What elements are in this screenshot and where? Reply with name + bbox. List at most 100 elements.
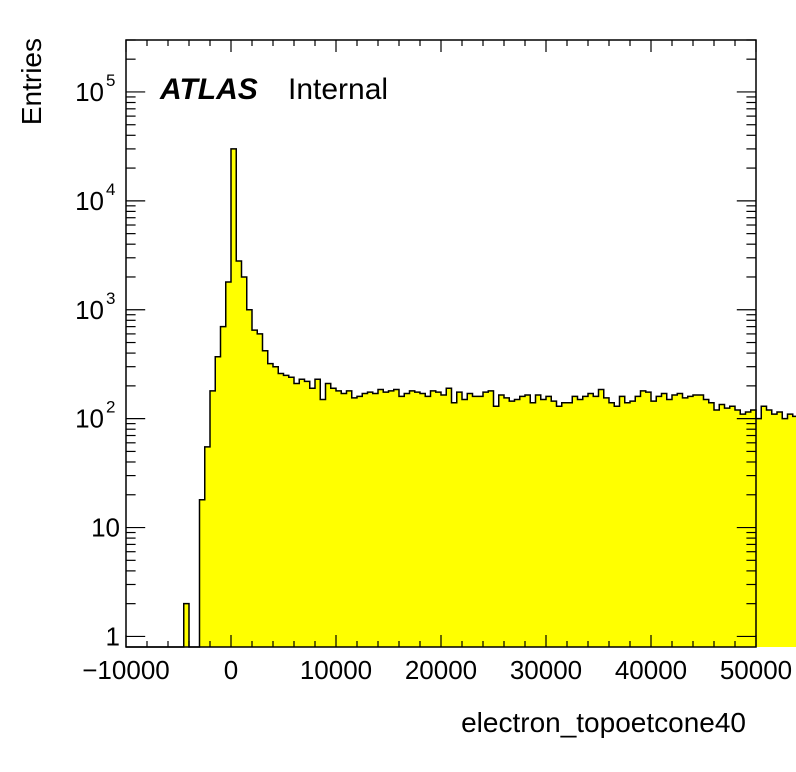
- histogram-bar: [451, 402, 458, 647]
- histogram-bar: [687, 396, 694, 647]
- y-tick-label: 10 2: [75, 398, 115, 434]
- histogram-bar: [761, 406, 767, 647]
- histogram-bar: [456, 392, 463, 647]
- histogram-bar: [483, 392, 489, 647]
- histogram-bar: [231, 148, 237, 647]
- y-tick-exponent: 5: [106, 71, 115, 90]
- histogram-bar: [430, 390, 437, 647]
- histogram-bar: [519, 396, 526, 647]
- y-tick-exponent: 4: [106, 180, 115, 199]
- histogram-bar: [724, 408, 731, 647]
- histogram-bar: [603, 397, 610, 647]
- y-tick-label: 1: [106, 621, 120, 651]
- histogram-bar: [525, 394, 531, 647]
- histogram-bar: [351, 397, 358, 647]
- histogram-bar: [325, 383, 332, 647]
- histogram-bar: [588, 393, 594, 647]
- internal-label: Internal: [288, 73, 388, 106]
- histogram-bar: [577, 399, 584, 647]
- histogram-bar: [288, 377, 295, 647]
- histogram-bar: [598, 389, 605, 647]
- histogram-bar: [257, 333, 263, 647]
- x-tick-label: −10000: [82, 655, 169, 685]
- histogram-bar: [378, 389, 384, 647]
- histogram-bar: [409, 390, 416, 647]
- y-tick-label: 10 4: [75, 180, 115, 216]
- histogram-bar: [362, 393, 368, 647]
- histogram-bar: [252, 330, 258, 647]
- histogram-bar: [787, 414, 794, 647]
- histogram-bar: [551, 401, 557, 647]
- histogram-bar: [766, 410, 773, 647]
- histogram-bar: [698, 394, 704, 647]
- histogram-bar: [488, 390, 494, 647]
- histogram-bar: [735, 410, 741, 647]
- histogram-bar: [309, 388, 316, 647]
- x-tick-label: 40000: [615, 655, 687, 685]
- histogram-bar: [719, 404, 725, 647]
- histogram-bar: [357, 396, 363, 647]
- atlas-label: ATLAS: [159, 73, 258, 106]
- y-axis-title: Entries: [16, 38, 47, 125]
- histogram-bar: [572, 396, 578, 647]
- histogram-bar: [477, 396, 484, 647]
- histogram-bar: [336, 390, 342, 647]
- histogram-bar: [498, 394, 505, 647]
- histogram-bar: [435, 392, 442, 647]
- x-tick-label: 20000: [405, 655, 477, 685]
- histogram-bar: [740, 414, 746, 647]
- histogram-bar: [782, 418, 788, 647]
- histogram-bar: [425, 396, 431, 647]
- histogram-bar: [283, 375, 290, 647]
- histogram-bar: [294, 383, 300, 647]
- histogram-bar: [299, 379, 305, 647]
- histogram-bar: [393, 389, 400, 647]
- histogram-bar: [630, 401, 636, 647]
- histogram-bar: [236, 261, 242, 647]
- histogram-bar: [509, 401, 515, 647]
- histogram-bar: [729, 406, 736, 647]
- histogram-bar: [593, 396, 599, 647]
- histogram-bar: [682, 397, 689, 647]
- y-tick-base: 10: [75, 295, 104, 325]
- histogram-bar: [267, 363, 274, 647]
- x-tick-label: 0: [224, 655, 238, 685]
- y-tick-exponent: 2: [106, 398, 115, 417]
- histogram-bar: [666, 399, 673, 647]
- histogram-bar: [645, 392, 652, 647]
- histogram-bar: [672, 394, 678, 647]
- histogram-bar: [372, 393, 379, 647]
- histogram-bar: [756, 418, 762, 647]
- histogram-bar: [504, 397, 510, 647]
- histogram-bar: [493, 406, 500, 647]
- histogram-bar: [399, 396, 405, 647]
- histogram-bar: [414, 392, 421, 647]
- histogram-bar: [530, 402, 536, 647]
- y-tick-exponent: 3: [106, 289, 115, 308]
- x-tick-label: 50000: [720, 655, 792, 685]
- histogram-bar: [777, 412, 783, 647]
- y-tick-base: 10: [75, 186, 104, 216]
- histogram-bar: [556, 406, 563, 647]
- histogram-bar: [540, 399, 547, 647]
- histogram-bar: [220, 326, 227, 647]
- histogram-bar: [624, 402, 631, 647]
- y-tick-label: 10: [91, 513, 120, 543]
- y-tick-base: 10: [91, 513, 120, 543]
- y-tick-base: 1: [106, 621, 120, 651]
- histogram-bar: [467, 393, 473, 647]
- histogram-bar: [441, 394, 447, 647]
- histogram-bar: [640, 390, 647, 647]
- histogram-bar: [278, 373, 284, 647]
- histogram-bar: [714, 410, 720, 647]
- histogram-bar: [341, 393, 347, 647]
- histogram-bar: [745, 412, 752, 647]
- histogram-bar: [656, 396, 662, 647]
- histogram-bar: [535, 394, 542, 647]
- histogram-bar: [446, 388, 452, 647]
- histogram-bar: [246, 309, 253, 647]
- y-tick-label: 10 3: [75, 289, 115, 325]
- histogram-bar: [225, 281, 232, 647]
- histogram-bar: [514, 399, 521, 647]
- x-axis-title: electron_topoetcone40: [461, 707, 746, 738]
